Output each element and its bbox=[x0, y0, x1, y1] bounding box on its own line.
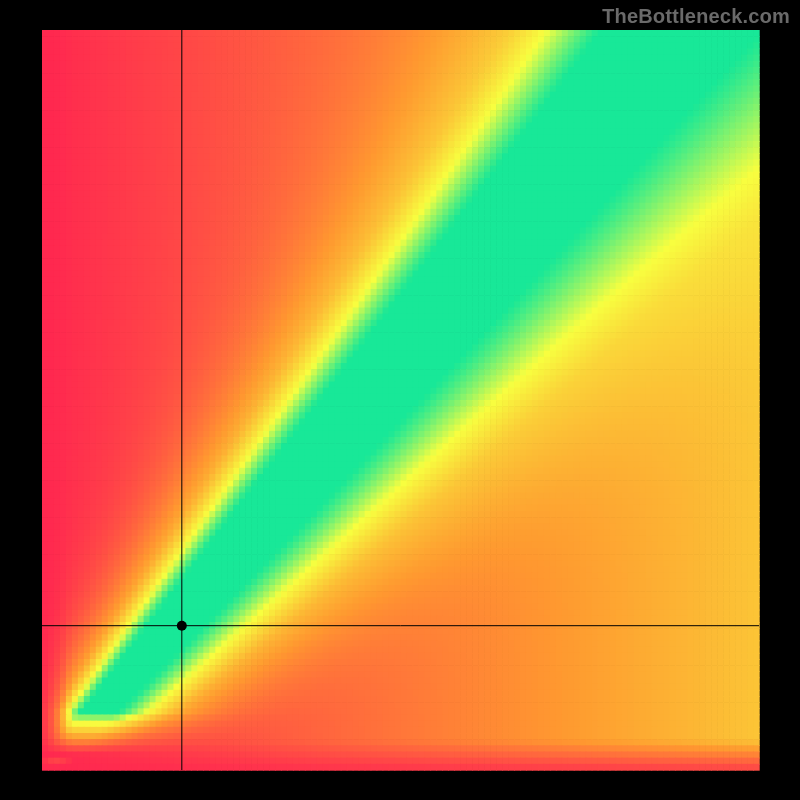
watermark-text: TheBottleneck.com bbox=[602, 6, 790, 29]
chart-container: TheBottleneck.com bbox=[0, 0, 800, 800]
bottleneck-heatmap bbox=[0, 0, 800, 800]
